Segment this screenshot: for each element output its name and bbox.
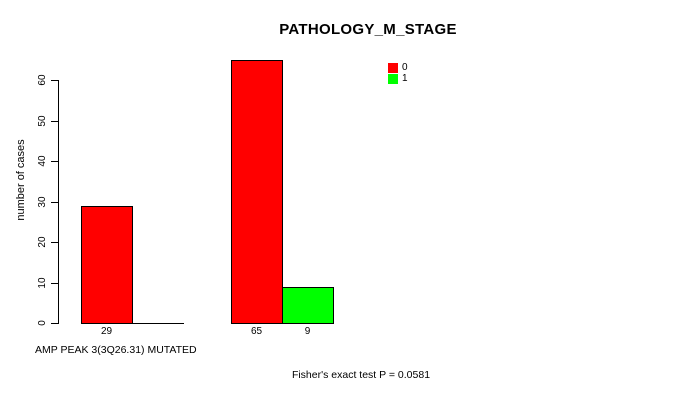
y-axis-tick [51, 161, 58, 162]
y-axis-tick [51, 242, 58, 243]
bar-value-label: 29 [100, 326, 113, 337]
chart-title: PATHOLOGY_M_STAGE [279, 21, 457, 38]
bar-value-label: 9 [304, 326, 311, 337]
y-axis-tick-label: 60 [37, 74, 48, 86]
y-axis-tick [51, 323, 58, 324]
bar-series-0 [231, 60, 283, 324]
legend-item: 1 [388, 74, 408, 84]
bar-series-1 [282, 287, 334, 324]
y-axis-tick [51, 121, 58, 122]
legend-swatch-icon [388, 74, 398, 84]
y-axis-tick [51, 80, 58, 81]
y-axis-line [58, 80, 59, 324]
y-axis-title: number of cases [15, 139, 27, 221]
legend-label: 1 [402, 73, 408, 84]
legend-item: 0 [388, 63, 408, 73]
y-axis-tick-label: 50 [37, 115, 48, 127]
y-axis-tick-label: 20 [37, 236, 48, 248]
y-axis-tick-label: 40 [37, 155, 48, 167]
y-axis-tick [51, 283, 58, 284]
legend-swatch-icon [388, 63, 398, 73]
y-axis-tick-label: 30 [37, 196, 48, 208]
y-axis-tick-label: 10 [37, 277, 48, 289]
bar-series-0 [81, 206, 133, 324]
y-axis-tick [51, 202, 58, 203]
bar-value-label: 65 [250, 326, 263, 337]
annotation-fishers-test: Fisher's exact test P = 0.0581 [291, 369, 431, 381]
legend-label: 0 [402, 62, 408, 73]
x-axis-title: AMP PEAK 3(3Q26.31) MUTATED [35, 344, 197, 356]
y-axis-tick-label: 0 [37, 320, 48, 326]
